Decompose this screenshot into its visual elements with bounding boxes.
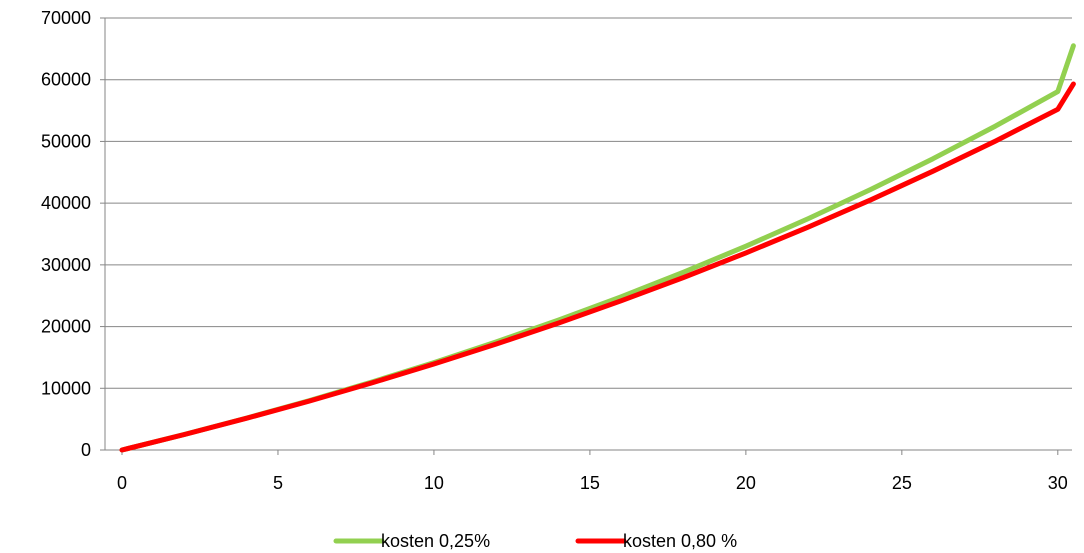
x-tick-label: 30 [1048,473,1068,493]
y-tick-label: 50000 [41,131,91,151]
legend-label-kosten-080: kosten 0,80 % [623,531,737,551]
series-line-kosten-080 [119,81,1076,453]
x-tick-label: 15 [580,473,600,493]
x-tick-label: 10 [424,473,444,493]
y-axis-tick-labels: 0 10000 20000 30000 40000 50000 60000 70000 [41,8,91,460]
x-tick-label: 20 [736,473,756,493]
series-lines [119,43,1076,453]
x-axis-tick-labels: 0 5 10 15 20 25 30 [117,473,1068,493]
y-tick-label: 10000 [41,378,91,398]
y-tick-label: 60000 [41,70,91,90]
y-tick-label: 30000 [41,255,91,275]
y-tick-label: 40000 [41,193,91,213]
y-tick-label: 70000 [41,8,91,28]
series-line-kosten-025 [119,43,1076,453]
gridlines [105,17,1072,389]
legend: kosten 0,25% kosten 0,80 % [333,531,737,551]
axes [100,17,1072,455]
legend-label-kosten-025: kosten 0,25% [381,531,490,551]
x-tick-label: 5 [273,473,283,493]
y-tick-label: 20000 [41,317,91,337]
y-tick-label: 0 [81,440,91,460]
x-tick-label: 0 [117,473,127,493]
x-tick-label: 25 [892,473,912,493]
